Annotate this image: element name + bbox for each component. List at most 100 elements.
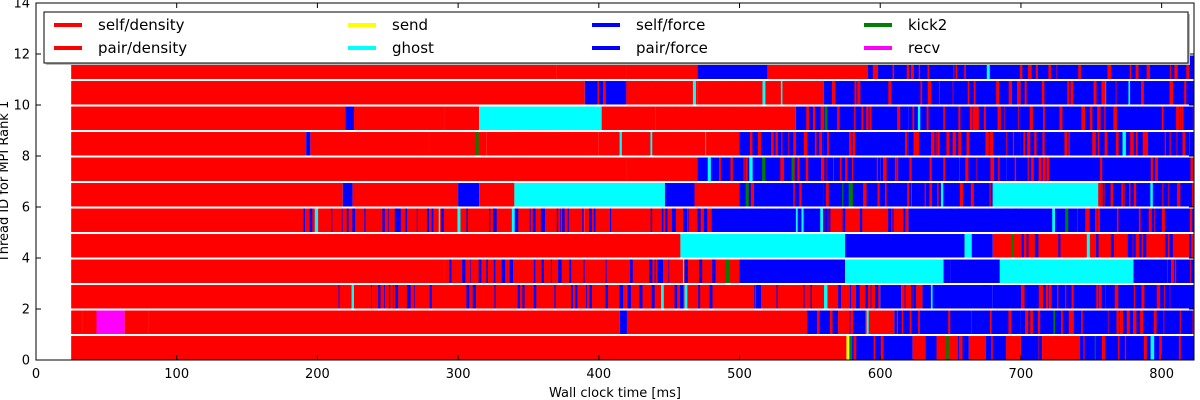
task-segment	[575, 285, 578, 309]
task-segment	[1067, 81, 1070, 105]
task-segment	[671, 208, 676, 232]
task-segment	[961, 285, 964, 309]
task-segment	[584, 132, 588, 156]
task-segment	[943, 157, 946, 181]
task-segment	[541, 259, 544, 283]
task-segment	[745, 81, 749, 105]
task-segment	[683, 208, 686, 232]
task-segment	[1036, 234, 1039, 258]
task-segment	[571, 285, 573, 309]
task-segment	[529, 208, 531, 232]
task-segment	[663, 106, 668, 130]
task-segment	[1192, 310, 1194, 334]
task-segment	[338, 285, 340, 309]
task-segment	[651, 285, 655, 309]
task-segment	[908, 106, 1021, 130]
task-segment	[739, 183, 824, 207]
task-segment	[699, 259, 703, 283]
task-segment	[866, 310, 870, 334]
task-segment	[958, 132, 962, 156]
task-segment	[351, 285, 354, 309]
task-segment	[982, 285, 986, 309]
task-segment	[697, 208, 701, 232]
task-segment	[781, 132, 783, 156]
task-segment	[911, 183, 912, 207]
task-segment	[1171, 259, 1175, 283]
task-segment	[1094, 336, 1096, 360]
task-segment	[628, 81, 632, 105]
task-segment	[965, 157, 969, 181]
task-segment	[990, 208, 993, 232]
task-segment	[626, 285, 881, 309]
task-segment	[849, 285, 852, 309]
task-segment	[755, 285, 759, 309]
task-segment	[874, 310, 878, 334]
task-segment	[627, 285, 631, 309]
legend-label: kick2	[908, 16, 947, 34]
task-segment	[1181, 106, 1184, 130]
task-segment	[894, 157, 897, 181]
task-segment	[566, 132, 569, 156]
task-segment	[600, 132, 603, 156]
task-segment	[429, 132, 487, 156]
task-segment	[840, 259, 844, 283]
x-axis: 0 100 200 300 400 500 600 700 800	[32, 3, 1174, 382]
task-segment	[959, 336, 963, 360]
task-segment	[493, 259, 496, 283]
task-segment	[745, 183, 749, 207]
task-segment	[929, 183, 932, 207]
task-segment	[1041, 81, 1045, 105]
y-axis-label: Thread ID for MPI Rank 1	[0, 101, 12, 263]
task-segment	[829, 310, 833, 334]
task-segment	[955, 336, 957, 360]
task-segment	[1056, 55, 1058, 79]
task-segment	[717, 132, 719, 156]
task-segment	[853, 336, 857, 360]
task-segment	[842, 208, 846, 232]
y-tick-label: 6	[22, 201, 30, 216]
task-segment	[989, 183, 991, 207]
task-segment	[845, 234, 965, 258]
task-segment	[1037, 310, 1041, 334]
task-segment	[1029, 106, 1033, 130]
task-segment	[1006, 336, 1021, 360]
task-segment	[697, 81, 824, 105]
task-segment	[848, 183, 852, 207]
y-tick-label: 14	[13, 0, 30, 12]
task-segment	[1027, 132, 1031, 156]
task-segment	[845, 157, 848, 181]
task-segment	[1018, 285, 1022, 309]
task-segment	[838, 285, 841, 309]
task-segment	[389, 285, 391, 309]
task-segment	[543, 208, 545, 232]
task-segment	[869, 106, 872, 130]
task-segment	[735, 132, 738, 156]
task-segment	[1119, 310, 1123, 334]
task-segment	[1023, 132, 1026, 156]
task-segment	[840, 157, 842, 181]
task-segment	[1046, 157, 1050, 181]
task-segment	[413, 285, 415, 309]
task-segment	[472, 285, 476, 309]
legend: self/density pair/density send ghost self/fo…	[43, 11, 1190, 65]
task-segment	[937, 183, 939, 207]
task-segment	[873, 336, 876, 360]
task-segment	[745, 157, 748, 181]
task-segment	[799, 183, 802, 207]
task-segment	[865, 285, 868, 309]
x-tick-label: 0	[32, 367, 40, 382]
task-segment	[554, 285, 556, 309]
task-segment	[1071, 285, 1074, 309]
task-segment	[894, 310, 972, 334]
task-segment	[1168, 183, 1170, 207]
task-segment	[998, 157, 1000, 181]
legend-box	[43, 11, 1189, 64]
task-segment	[1148, 208, 1152, 232]
task-segment	[1169, 234, 1173, 258]
x-axis-label: Wall clock time [ms]	[549, 386, 681, 400]
task-segment	[1004, 208, 1008, 232]
task-segment	[1061, 310, 1063, 334]
task-segment	[1103, 183, 1105, 207]
task-segment	[983, 336, 986, 360]
task-segment	[1092, 132, 1096, 156]
